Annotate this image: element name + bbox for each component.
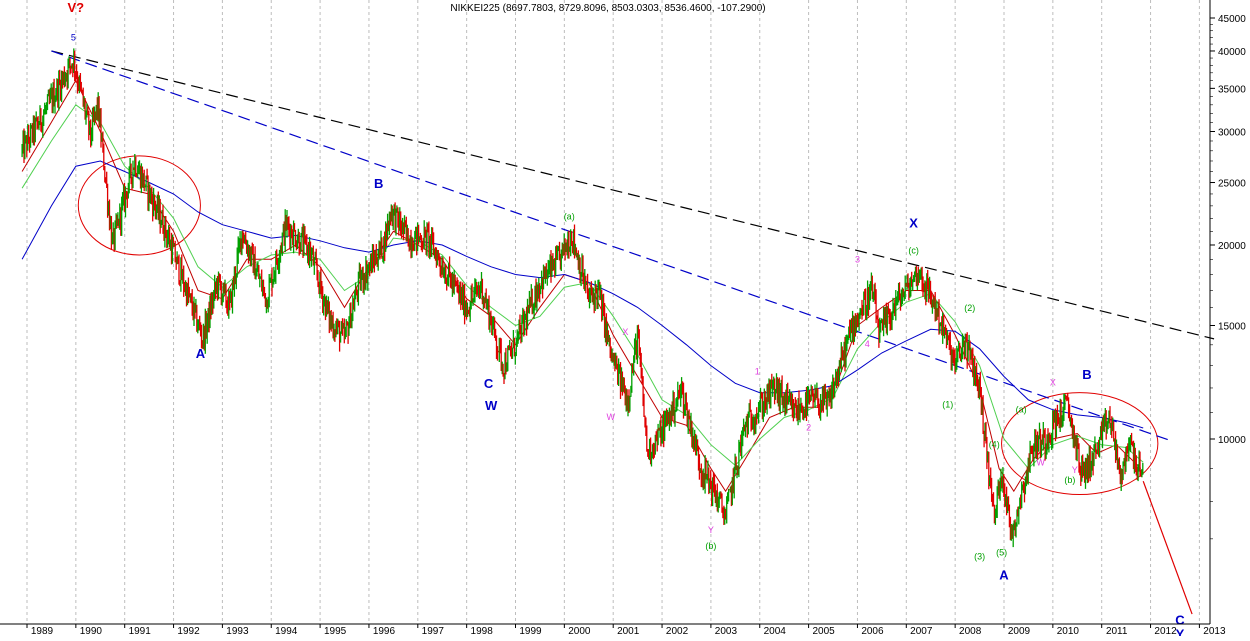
wave-label-11: 1 — [755, 366, 760, 376]
x-tick-label-2011: 2011 — [1106, 626, 1128, 636]
wave-label-4: C — [484, 376, 494, 391]
x-tick-label-1989: 1989 — [31, 626, 54, 636]
wave-label-9: Y — [708, 525, 714, 535]
wave-label-17: (2) — [964, 303, 975, 313]
x-tick-label-1997: 1997 — [422, 626, 445, 636]
wave-label-6: (a) — [564, 212, 575, 222]
wave-label-20: (3) — [974, 552, 985, 562]
x-tick-label-2013: 2013 — [1203, 626, 1226, 636]
y-tick-label-10000: 10000 — [1218, 435, 1246, 446]
wave-label-15: (c) — [908, 246, 919, 256]
trendlines — [51, 50, 1215, 615]
wave-label-25: X — [1050, 378, 1056, 388]
wave-label-2: A — [196, 346, 206, 361]
wave-label-12: 2 — [806, 423, 811, 433]
x-tick-label-1992: 1992 — [177, 626, 200, 636]
x-tick-label-2007: 2007 — [910, 626, 933, 636]
trendline-2 — [1142, 481, 1193, 615]
wave-label-5: W — [485, 398, 498, 413]
wave-label-19: (4) — [989, 440, 1000, 450]
wave-label-14: 4 — [865, 339, 870, 349]
wave-label-21: (5) — [996, 547, 1007, 557]
x-tick-label-1993: 1993 — [226, 626, 249, 636]
x-tick-label-1990: 1990 — [80, 626, 103, 636]
ellipse-0 — [77, 155, 201, 256]
y-tick-label-20000: 20000 — [1218, 241, 1246, 252]
wave-label-28: (b) — [1064, 475, 1075, 485]
wave-label-13: 3 — [855, 254, 860, 264]
y-tick-label-30000: 30000 — [1218, 127, 1246, 138]
x-ticks: 1989 1990 1991 1992 1993 1994 1995 1996 1997 1998… — [26, 624, 1226, 637]
axes — [0, 0, 1211, 625]
price-series — [21, 48, 1144, 548]
x-tick-label-1999: 1999 — [519, 626, 542, 636]
x-tick-label-2000: 2000 — [568, 626, 591, 636]
x-tick-label-2002: 2002 — [666, 626, 689, 636]
wave-label-27: Y — [1072, 465, 1078, 475]
y-tick-label-35000: 35000 — [1218, 84, 1246, 95]
wave-label-30: Y — [1176, 627, 1185, 636]
x-tick-label-2003: 2003 — [715, 626, 738, 636]
chart-title: NIKKEI225 (8697.7803, 8729.8096, 8503.03… — [450, 3, 765, 14]
x-tick-label-1998: 1998 — [471, 626, 494, 636]
y-tick-label-40000: 40000 — [1218, 47, 1246, 58]
x-tick-label-1994: 1994 — [275, 626, 298, 636]
x-tick-label-2005: 2005 — [812, 626, 835, 636]
x-tick-label-1996: 1996 — [373, 626, 396, 636]
x-tick-label-1995: 1995 — [324, 626, 347, 636]
wave-label-26: B — [1082, 367, 1091, 382]
trendline-0 — [51, 50, 1215, 340]
grid-lines — [26, 0, 1200, 624]
x-tick-label-2010: 2010 — [1057, 626, 1080, 636]
wave-label-0: V? — [67, 0, 84, 15]
y-ticks: 45000 40000 35000 30000 25000 20000 15000 10000 — [1210, 14, 1246, 540]
wave-label-7: X — [622, 327, 628, 337]
wave-label-16: X — [909, 215, 918, 230]
x-tick-label-2006: 2006 — [861, 626, 884, 636]
y-tick-label-15000: 15000 — [1218, 322, 1246, 333]
x-tick-label-2004: 2004 — [764, 626, 787, 636]
wave-label-3: B — [374, 176, 383, 191]
wave-label-8: W — [607, 412, 616, 422]
wave-label-10: (b) — [705, 541, 716, 551]
wave-label-1: 5 — [71, 33, 76, 43]
wave-label-23: (a) — [1016, 404, 1027, 414]
x-tick-label-2009: 2009 — [1008, 626, 1031, 636]
y-tick-label-25000: 25000 — [1218, 179, 1246, 190]
x-tick-label-2008: 2008 — [959, 626, 982, 636]
x-tick-label-2001: 2001 — [617, 626, 640, 636]
wave-label-18: (1) — [942, 399, 953, 409]
wave-label-22: A — [999, 568, 1009, 583]
ellipse-1 — [1001, 392, 1159, 496]
wave-label-29: C — [1175, 613, 1185, 628]
ellipses — [77, 155, 1159, 496]
y-tick-label-45000: 45000 — [1218, 14, 1246, 25]
x-tick-label-2012: 2012 — [1154, 626, 1177, 636]
x-tick-label-1991: 1991 — [129, 626, 152, 636]
wave-label-24: W — [1036, 457, 1045, 467]
